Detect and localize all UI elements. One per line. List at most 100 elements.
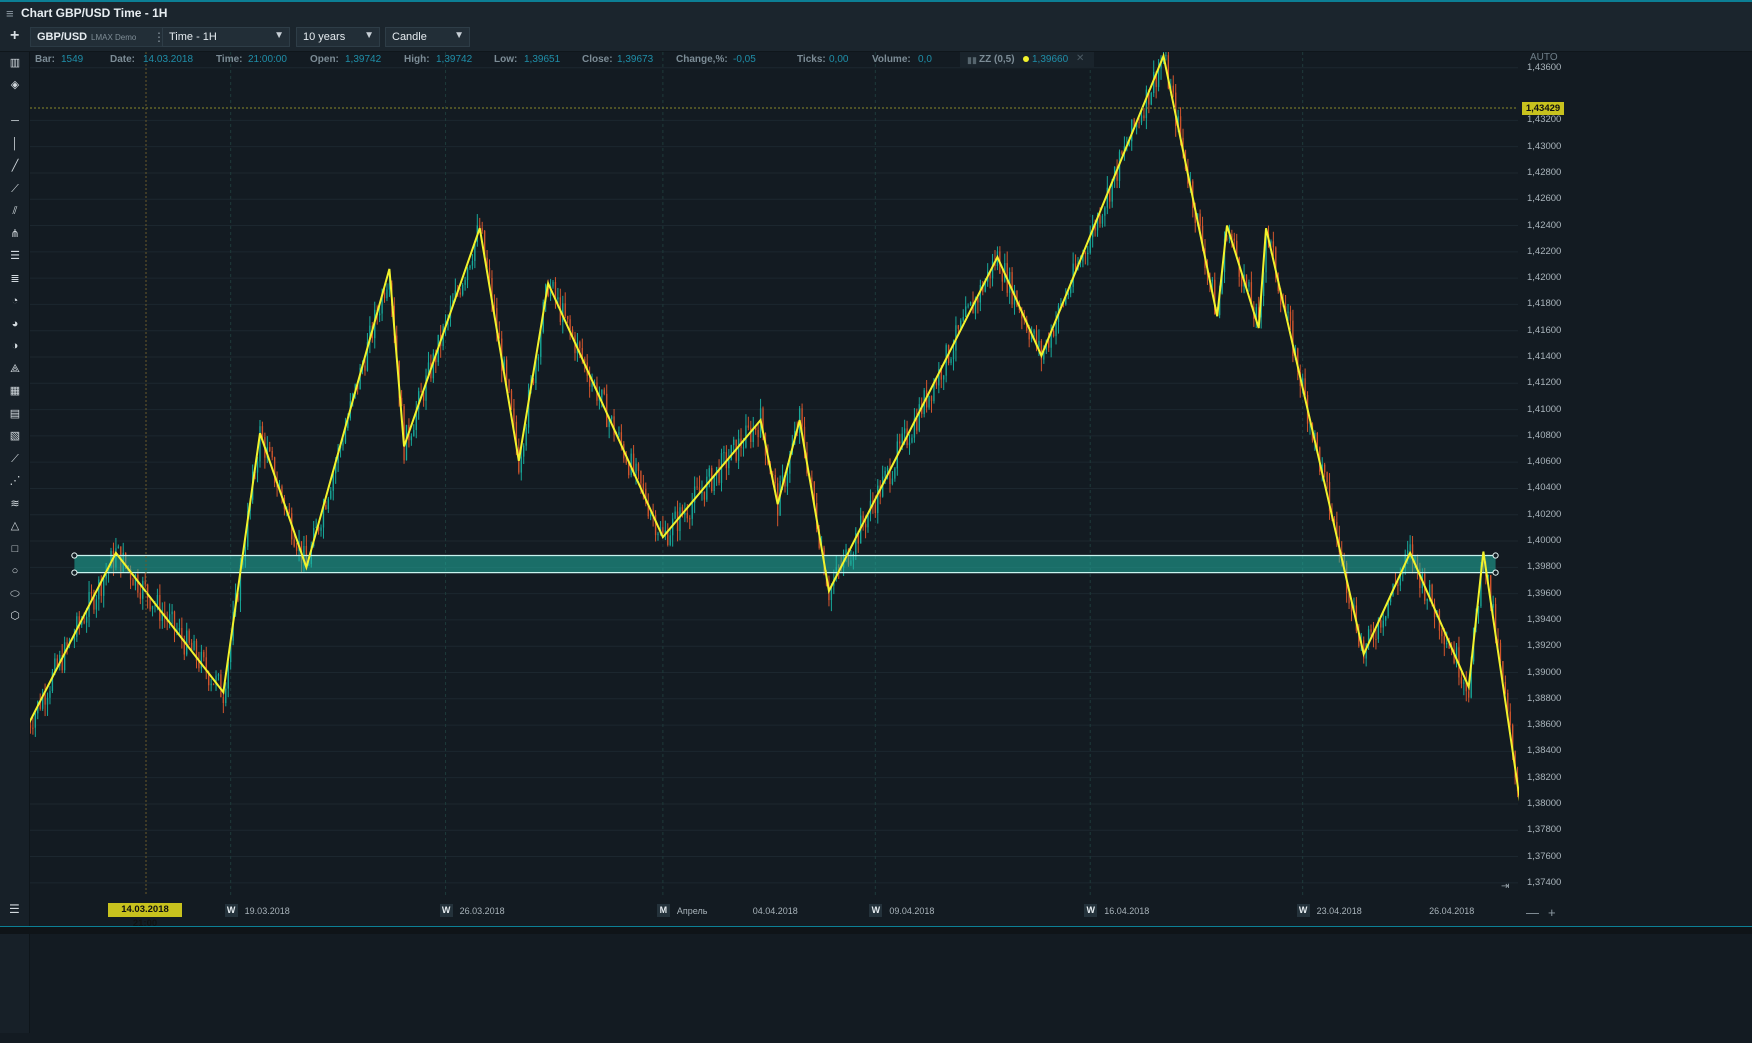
candle-body [32, 727, 34, 729]
candle-body [347, 418, 349, 429]
auto-scale-button[interactable]: AUTO [1530, 52, 1558, 63]
candle-body [510, 390, 513, 409]
candle-body [1328, 482, 1331, 512]
candle-body [803, 426, 806, 453]
speed-lines-icon[interactable]: ⋰ [9, 475, 21, 487]
candle-body [884, 470, 886, 477]
zoom-out-icon[interactable]: — [1526, 905, 1539, 920]
chart-settings-icon[interactable]: ▥ [9, 57, 21, 69]
gann-grid-icon[interactable]: ▦ [9, 385, 21, 397]
candle-body [513, 408, 515, 422]
grid-lines [30, 52, 1518, 896]
close-icon[interactable]: ✕ [1076, 53, 1085, 64]
scroll-to-end-icon[interactable]: ⇥ [1501, 881, 1510, 892]
candle-body [273, 457, 276, 484]
price-tick-label: 1,38000 [1527, 797, 1562, 809]
candle-body [1087, 252, 1089, 255]
candle-body [1067, 293, 1069, 296]
candle-body [757, 429, 759, 438]
candle-body [781, 475, 784, 481]
candle-body [1179, 116, 1182, 138]
support-zone[interactable] [71, 552, 1499, 576]
gann-fan-icon[interactable]: ⟁ [10, 363, 20, 375]
fib-time-zones-icon[interactable]: ▤ [9, 408, 21, 420]
fib-retracement-icon[interactable]: ☰ [10, 250, 20, 262]
candle-body [1050, 331, 1052, 348]
time-axis[interactable] [30, 896, 1518, 926]
elliott-wave-icon[interactable]: ≋ [10, 498, 20, 510]
regression-icon[interactable]: ⟋ [11, 453, 19, 465]
polygon-icon[interactable]: ⬡ [10, 610, 20, 622]
price-tick-label: 1,39600 [1527, 587, 1562, 599]
candle-body [1507, 693, 1509, 712]
candle-body [208, 672, 210, 686]
fib-circle-icon[interactable]: ◑ [11, 340, 19, 352]
candle-body [733, 439, 735, 446]
candle-body [90, 591, 93, 594]
candle-body [1265, 234, 1267, 273]
date-value: 14.03.2018 [143, 54, 194, 65]
candle-body [171, 611, 173, 615]
candle-body [1201, 226, 1204, 249]
candle-body [564, 303, 566, 317]
candle-body [984, 281, 986, 292]
candle-body [1341, 552, 1343, 556]
candle-body [1512, 725, 1514, 752]
ticks-value: 0,00 [829, 54, 849, 65]
candle-body [862, 515, 864, 524]
price-tick-label: 1,43000 [1527, 140, 1562, 152]
time-cycles-icon[interactable]: ▧ [9, 430, 21, 442]
candle-body [552, 282, 554, 287]
candle-body [1109, 187, 1111, 202]
period-select[interactable]: 10 years ▼ [296, 27, 380, 47]
indicator-legend[interactable]: ▮▮ ZZ (0,5) 1,39660 ✕ [960, 52, 1094, 68]
candle-body [332, 473, 334, 491]
add-icon[interactable]: + [10, 27, 20, 44]
fib-arc-icon[interactable]: ◕ [11, 318, 19, 330]
candle-body [151, 606, 154, 610]
fib-extension-icon[interactable]: ≣ [10, 273, 20, 285]
horizontal-line-icon[interactable]: ─ [11, 115, 19, 127]
circle-icon[interactable]: ○ [11, 565, 19, 577]
candle-body [129, 569, 132, 580]
menu-icon[interactable]: ☰ [9, 902, 20, 916]
layers-icon[interactable]: ◈ [10, 79, 20, 91]
candle-body [1074, 263, 1077, 270]
candle-body [44, 694, 46, 705]
candle-body [540, 331, 542, 357]
timeframe-select[interactable]: Time - 1H ▼ [162, 27, 290, 47]
zoom-in-icon[interactable]: + [1548, 905, 1556, 920]
candle-body [1363, 640, 1365, 659]
channel-icon[interactable]: ⫽ [12, 205, 18, 217]
chart-type-select[interactable]: Candle ▼ [385, 27, 470, 47]
candle-body [1380, 620, 1382, 628]
candle-body [508, 379, 510, 391]
candle-body [388, 283, 391, 290]
vertical-line-icon[interactable]: │ [11, 138, 19, 150]
indicator-value: 1,39660 [1032, 54, 1069, 65]
candle-body [730, 445, 732, 461]
menu-icon[interactable]: ≡ [6, 6, 14, 21]
candle-body [39, 701, 41, 709]
ellipse-icon[interactable]: ⬭ [10, 588, 20, 600]
candle-body [1060, 303, 1062, 306]
triangle-icon[interactable]: △ [10, 520, 20, 532]
candle-body [1297, 348, 1299, 372]
candle-body [359, 367, 361, 390]
symbol-selector[interactable]: GBP/USD LMAX Demo ⋮ [30, 27, 172, 47]
fib-fan-icon[interactable]: ◔ [11, 295, 19, 307]
ray-icon[interactable]: ⟋ [11, 183, 19, 195]
candle-body [1111, 179, 1113, 202]
candle-body [1375, 639, 1377, 641]
andrews-pitchfork-icon[interactable]: ⋔ [10, 228, 20, 240]
candle-body [356, 384, 359, 390]
price-axis[interactable] [1519, 52, 1568, 896]
candle-body [625, 458, 627, 464]
rectangle-icon[interactable]: □ [11, 543, 19, 555]
price-tick-label: 1,42200 [1527, 245, 1562, 257]
candle-body [183, 640, 185, 655]
candle-body [728, 460, 730, 469]
candle-body [901, 433, 903, 444]
trend-line-icon[interactable]: ╱ [11, 160, 19, 172]
